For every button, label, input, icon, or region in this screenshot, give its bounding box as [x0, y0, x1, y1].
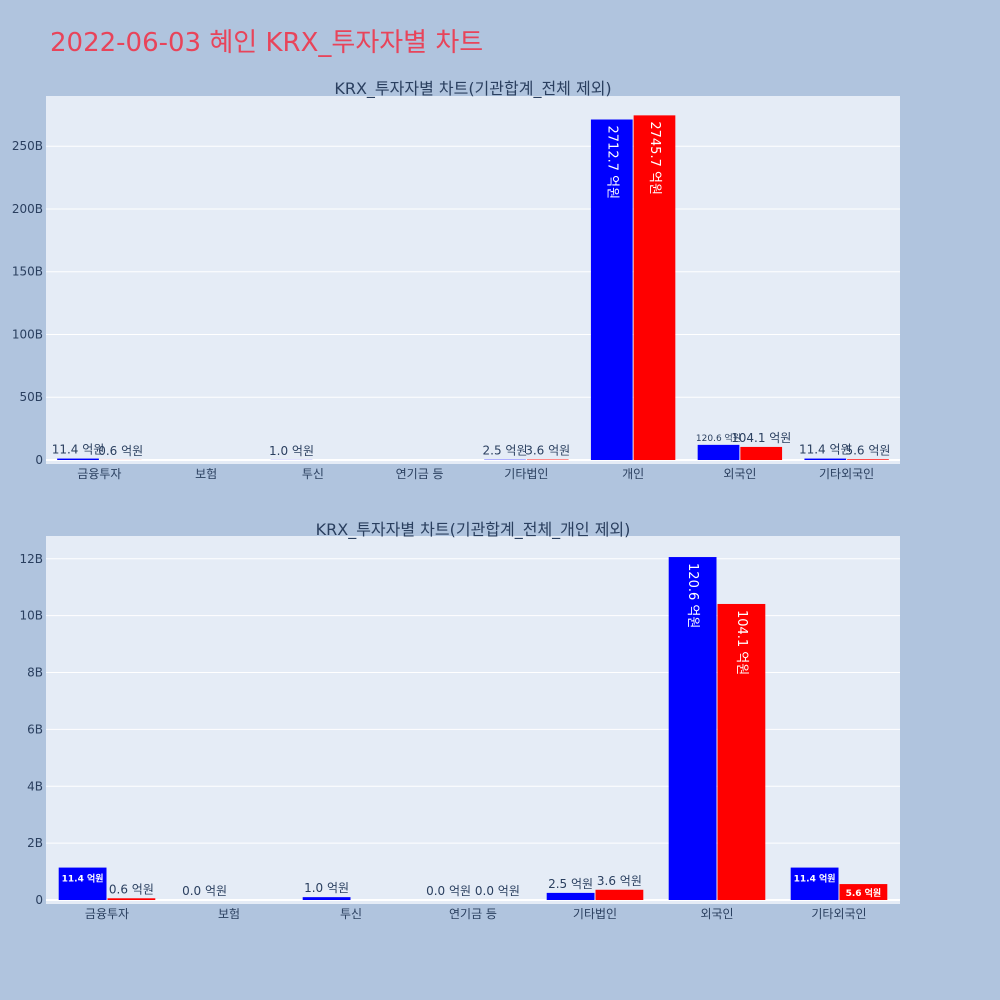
bar	[546, 892, 595, 900]
page-title: 2022-06-03 혜인 KRX_투자자별 차트	[50, 28, 484, 58]
bar	[595, 889, 644, 900]
y-tick-label: 100B	[12, 327, 43, 341]
chart-title: KRX_투자자별 차트(기관합계_전체_개인 제외)	[316, 520, 631, 540]
x-tick-label: 보험	[195, 467, 217, 481]
data-label: 0.0 억원	[475, 884, 520, 898]
bar	[847, 459, 889, 460]
y-tick-label: 12B	[19, 552, 43, 566]
data-label: 1.0 억원	[304, 881, 349, 895]
bar	[839, 884, 888, 900]
bar	[58, 867, 107, 900]
bar	[302, 897, 351, 900]
data-label: 0.0 억원	[182, 884, 227, 898]
x-tick-label: 외국인	[723, 467, 756, 481]
data-label: 2.5 억원	[483, 444, 528, 458]
data-label: 104.1 억원	[734, 610, 749, 675]
data-label: 11.4 억원	[799, 443, 852, 457]
data-label: 104.1 억원	[731, 431, 791, 445]
data-label: 11.4 억원	[62, 873, 104, 885]
bar	[717, 603, 766, 900]
bar	[697, 444, 740, 460]
x-tick-label: 기타외국인	[819, 467, 874, 481]
bar	[107, 898, 156, 900]
x-tick-label: 투신	[340, 907, 362, 921]
bar	[804, 458, 847, 460]
x-tick-label: 연기금 등	[449, 907, 497, 921]
x-tick-label: 개인	[622, 467, 644, 481]
chart-2: 0 2B 4B 6B 8B 10B 12B KRX_투자자별 차트(기관합계_전체_개인 제외…	[19, 520, 900, 921]
x-tick-label: 연기금 등	[396, 467, 444, 481]
chart-title: KRX_투자자별 차트(기관합계_전체 제외)	[334, 79, 611, 99]
bar	[633, 115, 676, 460]
y-tick-label: 0	[35, 453, 43, 467]
data-label: 3.6 억원	[525, 444, 570, 458]
data-label: 2712.7 억원	[604, 126, 619, 200]
y-tick-label: 6B	[27, 722, 43, 736]
bar	[57, 458, 99, 460]
data-label: 0.6 억원	[98, 444, 143, 458]
x-tick-label: 기타법인	[573, 907, 617, 921]
y-tick-label: 4B	[27, 779, 43, 793]
bar	[590, 119, 633, 461]
data-label: 11.4 억원	[52, 443, 105, 457]
x-tick-label: 기타법인	[504, 467, 548, 481]
y-tick-label: 200B	[12, 202, 43, 216]
x-tick-label: 보험	[218, 907, 240, 921]
data-label: 0.0 억원	[426, 884, 471, 898]
data-label: 11.4 억원	[794, 873, 836, 885]
data-label: 3.6 억원	[597, 874, 642, 888]
bar	[790, 867, 839, 900]
plot-area	[46, 96, 900, 464]
y-tick-label: 150B	[12, 265, 43, 279]
data-label: 5.6 억원	[845, 443, 890, 457]
x-tick-label: 기타외국인	[811, 907, 866, 921]
chart-1: 0 50B 100B 150B 200B 250B KRX_투자자별 차트(기관합계_전체 …	[12, 79, 900, 481]
y-tick-label: 0	[35, 893, 43, 907]
y-tick-label: 50B	[19, 390, 43, 404]
data-label: 120.6 억원	[696, 432, 741, 444]
x-tick-label: 외국인	[700, 907, 733, 921]
data-label: 5.6 억원	[846, 887, 882, 899]
y-tick-label: 250B	[12, 139, 43, 153]
y-tick-label: 2B	[27, 836, 43, 850]
bar	[740, 446, 783, 460]
x-tick-label: 금융투자	[77, 467, 121, 481]
data-label: 0.6 억원	[109, 882, 154, 896]
data-label: 2745.7 억원	[647, 121, 662, 195]
data-label: 2.5 억원	[548, 877, 593, 891]
x-tick-label: 투신	[302, 467, 324, 481]
bar	[668, 557, 717, 900]
data-label: 1.0 억원	[269, 444, 314, 458]
y-tick-label: 8B	[27, 666, 43, 680]
y-tick-label: 10B	[19, 609, 43, 623]
data-label: 120.6 억원	[685, 563, 700, 628]
plot-area	[46, 536, 900, 904]
x-tick-label: 금융투자	[85, 907, 129, 921]
